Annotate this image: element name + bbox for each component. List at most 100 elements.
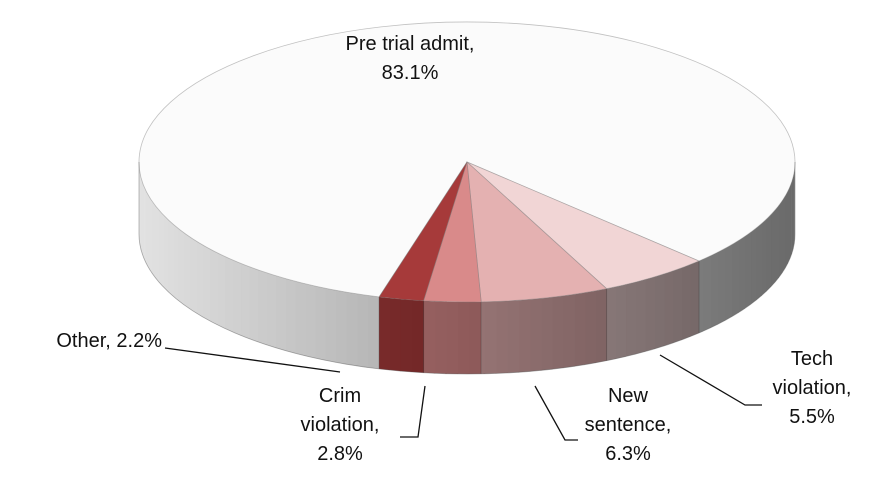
- pie-side-segment: [517, 299, 531, 373]
- pie-rim: [138, 162, 796, 375]
- pie-side: [379, 296, 424, 373]
- pie-side-segment: [680, 264, 691, 341]
- pie-slice: [466, 161, 608, 303]
- pie-side-segment: [155, 205, 160, 283]
- pie-side-segment: [433, 301, 447, 374]
- pie-side-segment: [159, 210, 164, 288]
- pie-side-segment: [765, 214, 772, 292]
- pie-side-segment: [774, 205, 779, 283]
- pie-side-segment: [399, 298, 413, 373]
- pie-side-segment: [793, 171, 795, 250]
- data-label: New sentence, 6.3%: [584, 385, 672, 465]
- pie-side-segment: [606, 286, 616, 361]
- leader-line: [659, 354, 762, 406]
- pie-side-segment: [248, 266, 259, 342]
- pie-side-segment: [189, 236, 197, 314]
- pie-side-segment: [151, 200, 156, 279]
- pie-side-segment: [144, 186, 147, 265]
- pie-side-segment: [334, 290, 347, 365]
- pie-side-segment: [614, 284, 627, 360]
- pie-side-segment: [167, 219, 174, 297]
- leader-line: [400, 385, 426, 438]
- pie-side: [481, 288, 607, 374]
- pie-side-segment: [284, 278, 296, 354]
- pie-side-segment: [202, 244, 211, 322]
- pie-side-segment: [737, 236, 746, 313]
- pie-side-segment: [355, 293, 369, 368]
- pie-side-segment: [573, 292, 586, 367]
- pie-slice: [466, 161, 700, 290]
- pie-side-segment: [423, 300, 436, 374]
- pie-side-segment: [731, 240, 739, 317]
- pie-side-segment: [209, 248, 218, 325]
- pie-side-segment: [781, 195, 786, 274]
- pie-sides: [139, 162, 795, 374]
- leader-lines: [164, 347, 762, 441]
- pie-side-segment: [195, 240, 204, 318]
- pie-side-segment: [313, 285, 326, 361]
- pie-side-segment: [293, 280, 306, 356]
- pie-side-segment: [778, 200, 783, 278]
- pie-side-segment: [303, 283, 316, 359]
- pie-side-segment: [142, 181, 145, 260]
- pie-side-segment: [583, 290, 597, 365]
- pie-side-segment: [410, 299, 424, 373]
- pie-side-segment: [701, 255, 711, 332]
- pie-side-segment: [148, 196, 153, 274]
- pie-side-segment: [324, 288, 336, 363]
- pie-side-segment: [139, 167, 140, 245]
- pie-slice: [423, 161, 482, 303]
- pie-side-segment: [761, 218, 767, 297]
- pie-side-segment: [274, 275, 286, 351]
- pie-side-segment: [562, 294, 575, 368]
- pie-side-segment: [344, 291, 358, 366]
- pie-side-segment: [468, 301, 482, 374]
- data-label: Other, 2.2%: [56, 330, 162, 352]
- leader-line: [534, 385, 578, 441]
- pie-side-segment: [379, 296, 390, 371]
- pie-side-segment: [146, 191, 150, 269]
- pie-slice: [138, 21, 796, 298]
- pie-side-segment: [709, 251, 719, 329]
- pie-side-segment: [744, 232, 752, 309]
- pie-side-segment: [689, 260, 699, 337]
- data-label: Tech violation, 5.5%: [772, 348, 852, 428]
- pie-side-segment: [494, 300, 508, 374]
- pie-side-segment: [789, 181, 792, 260]
- pie-side-segment: [163, 214, 169, 292]
- pie-side-segment: [265, 272, 277, 348]
- pie-side-segment: [423, 300, 425, 373]
- pie-side-segment: [540, 297, 553, 371]
- pie-tops: [138, 21, 796, 375]
- pie-side-segment: [594, 288, 607, 363]
- pie-side-segment: [698, 259, 703, 333]
- pie-side: [423, 300, 482, 374]
- pie-side-segment: [256, 269, 268, 346]
- pie-side-segment: [177, 228, 185, 305]
- pie-side-segment: [172, 223, 179, 301]
- data-label: Pre trial admit, 83.1%: [345, 33, 475, 84]
- pie-side-segment: [183, 232, 191, 310]
- pie-side-segment: [724, 244, 733, 321]
- pie-side-segment: [770, 209, 776, 288]
- pie-side-segment: [551, 295, 564, 370]
- pie-side-segment: [634, 279, 646, 355]
- pie-side-segment: [481, 301, 486, 374]
- pie-side-segment: [653, 273, 665, 350]
- pie-side-segment: [791, 176, 794, 255]
- pie-side-segment: [445, 301, 459, 374]
- pie-side-segment: [624, 282, 636, 357]
- pie-side-segment: [388, 297, 401, 372]
- pie-side-segment: [672, 267, 683, 344]
- pie-side-segment: [528, 298, 542, 372]
- pie-side-segment: [755, 223, 762, 301]
- pie-side-segment: [366, 295, 380, 369]
- pie-slice: [378, 161, 468, 302]
- pie-side-segment: [483, 301, 497, 374]
- pie-side-segment: [663, 270, 674, 347]
- data-label: Crim violation, 2.8%: [300, 385, 380, 465]
- pie-side-segment: [216, 252, 226, 329]
- pie-side-segment: [223, 255, 233, 333]
